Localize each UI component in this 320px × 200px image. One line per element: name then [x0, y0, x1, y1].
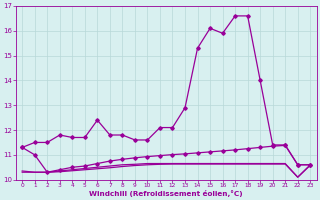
- X-axis label: Windchill (Refroidissement éolien,°C): Windchill (Refroidissement éolien,°C): [89, 190, 243, 197]
